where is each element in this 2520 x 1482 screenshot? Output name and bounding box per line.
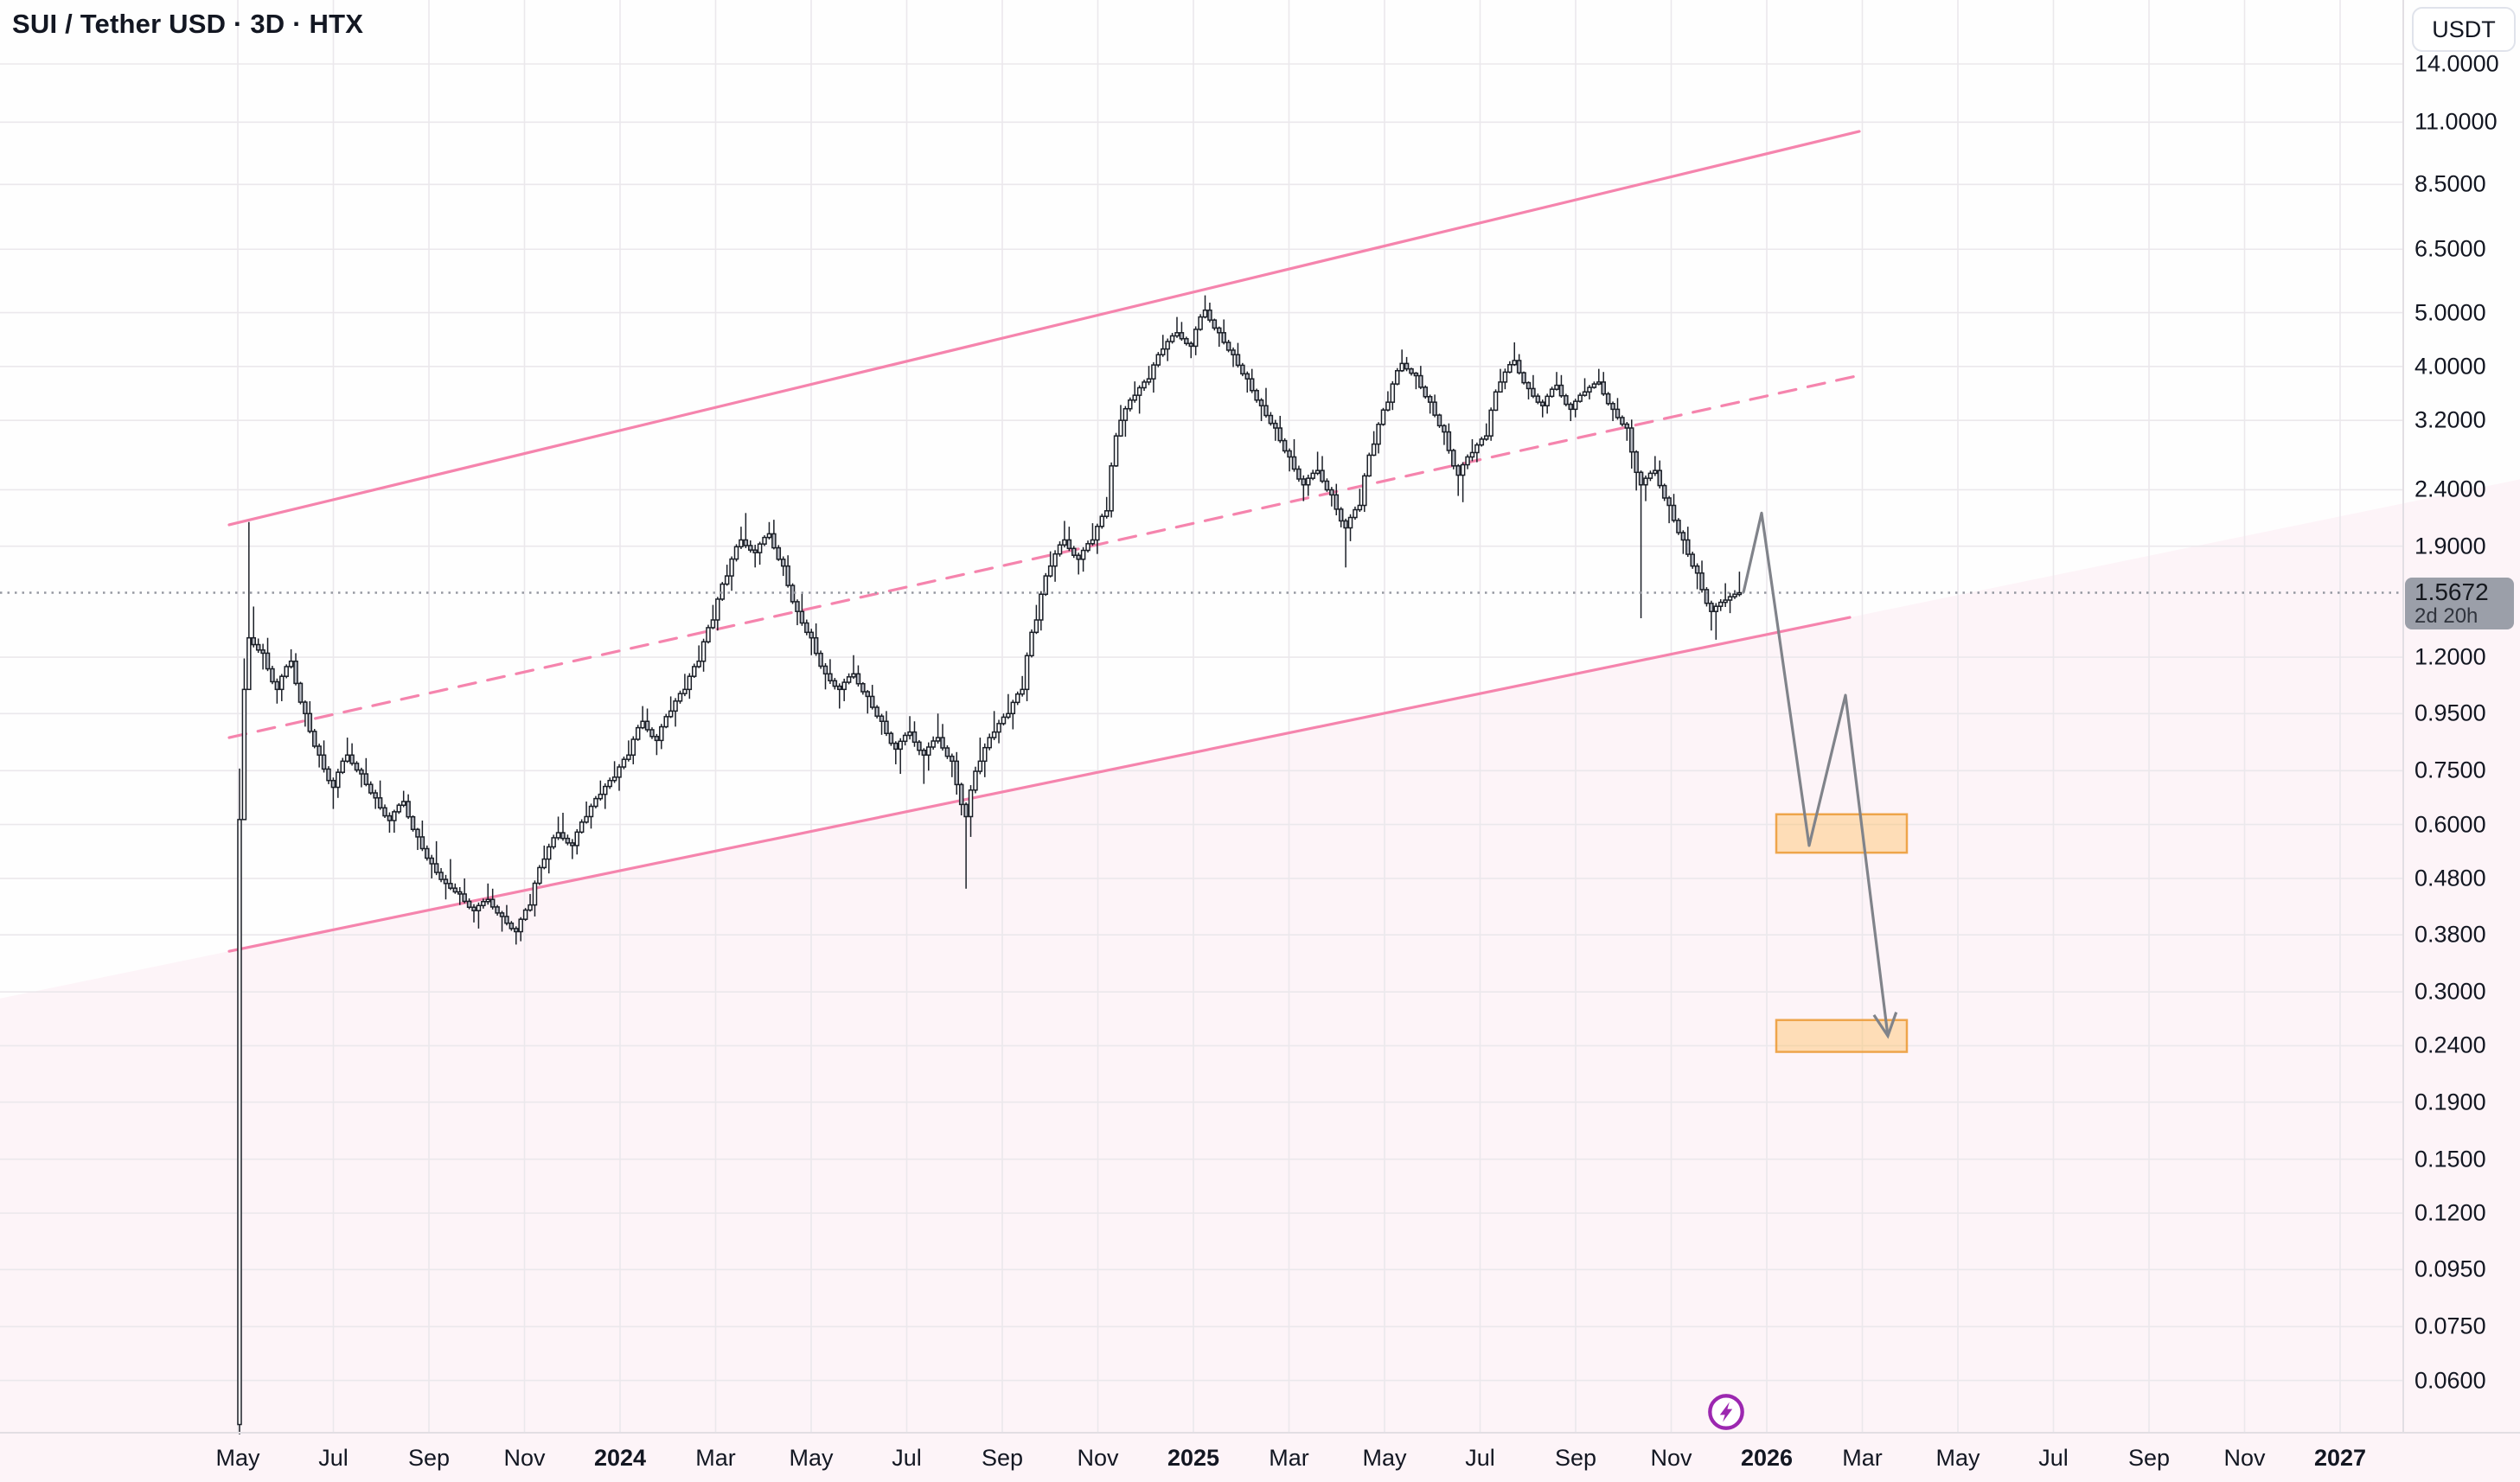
price-axis-label: 2.4000 [2414, 476, 2486, 502]
price-axis-label: 0.4800 [2414, 865, 2486, 891]
lightning-icon [1708, 1394, 1744, 1430]
time-axis-label: Nov [503, 1445, 546, 1471]
price-axis-label: 0.3800 [2414, 921, 2486, 948]
time-axis-label: May [1362, 1445, 1407, 1471]
time-axis-label: May [1935, 1445, 1980, 1471]
time-axis-label: Nov [2223, 1445, 2266, 1471]
price-axis-label: 1.9000 [2414, 533, 2486, 559]
bar-countdown: 2d 20h [2414, 604, 2478, 628]
lightning-button[interactable] [1706, 1392, 1746, 1432]
time-axis-label: 2024 [593, 1445, 647, 1471]
time-axis-label: 2025 [1167, 1445, 1220, 1471]
time-axis-label: May [789, 1445, 834, 1471]
price-axis-label: 0.6000 [2414, 811, 2486, 838]
time-axis-label: Sep [2127, 1445, 2171, 1471]
price-axis-label: 0.3000 [2414, 978, 2486, 1005]
time-axis-label: Nov [1650, 1445, 1692, 1471]
time-axis-label: Sep [407, 1445, 451, 1471]
price-axis-label: 11.0000 [2414, 108, 2498, 135]
price-axis-label: 0.7500 [2414, 757, 2486, 783]
price-axis-label: 0.1200 [2414, 1199, 2486, 1226]
target-zone-upper[interactable] [1775, 813, 1909, 854]
price-axis-label: 0.1500 [2414, 1146, 2486, 1172]
time-axis-label: Sep [1554, 1445, 1597, 1471]
price-axis-label: 6.5000 [2414, 235, 2486, 262]
price-axis-label: 8.5000 [2414, 170, 2486, 197]
symbol-title[interactable]: SUI / Tether USD · 3D · HTX [12, 9, 364, 39]
candles [237, 295, 1743, 1434]
time-axis-label: Mar [695, 1445, 736, 1471]
time-axis-label: Jul [892, 1445, 922, 1471]
time-axis-label: Nov [1077, 1445, 1119, 1471]
price-axis-label: 0.1900 [2414, 1089, 2486, 1115]
projection-arrowhead [1872, 1012, 1898, 1039]
time-axis-label: Jul [1465, 1445, 1495, 1471]
trend-channel-drawing[interactable] [227, 130, 1861, 953]
time-axis-label: Mar [1269, 1445, 1309, 1471]
price-axis-label: 0.0750 [2414, 1313, 2486, 1339]
time-axis-label: 2026 [1740, 1445, 1794, 1471]
channel-middle-line[interactable] [227, 374, 1857, 739]
channel-upper-line[interactable] [227, 130, 1861, 527]
price-axis-label: 4.0000 [2414, 353, 2486, 380]
price-axis-label: 1.2000 [2414, 643, 2486, 670]
price-axis-label: 5.0000 [2414, 299, 2486, 326]
current-price-badge: 1.5672 2d 20h [2405, 578, 2514, 629]
time-axis[interactable]: May Jul Sep Nov 2024 Mar May Jul Sep Nov 2025 Mar Ma… [0, 1433, 2520, 1482]
gridlines [0, 0, 2403, 1433]
price-axis-label: 0.0600 [2414, 1367, 2486, 1394]
channel-undershade [0, 479, 2520, 1482]
time-axis-label: Sep [981, 1445, 1024, 1471]
price-axis-label: 3.2000 [2414, 406, 2486, 433]
currency-toggle-button[interactable]: USDT [2412, 7, 2516, 52]
time-axis-label: 2027 [2313, 1445, 2367, 1471]
target-zone-lower[interactable] [1775, 1019, 1909, 1053]
price-axis[interactable]: USDT 14.0000 11.0000 8.5000 6.5000 5.0000 4.0… [2403, 0, 2520, 1433]
price-axis-label: 14.0000 [2414, 50, 2499, 77]
time-axis-label: Jul [318, 1445, 349, 1471]
price-axis-label: 0.2400 [2414, 1032, 2486, 1058]
channel-lower-line[interactable] [227, 616, 1852, 953]
time-axis-label: May [215, 1445, 260, 1471]
projection-zigzag[interactable] [1742, 511, 1890, 1037]
price-axis-label: 0.9500 [2414, 699, 2486, 726]
current-price: 1.5672 [2414, 578, 2489, 605]
time-axis-label: Mar [1842, 1445, 1883, 1471]
price-axis-label: 0.0950 [2414, 1255, 2486, 1282]
time-axis-label: Jul [2038, 1445, 2069, 1471]
